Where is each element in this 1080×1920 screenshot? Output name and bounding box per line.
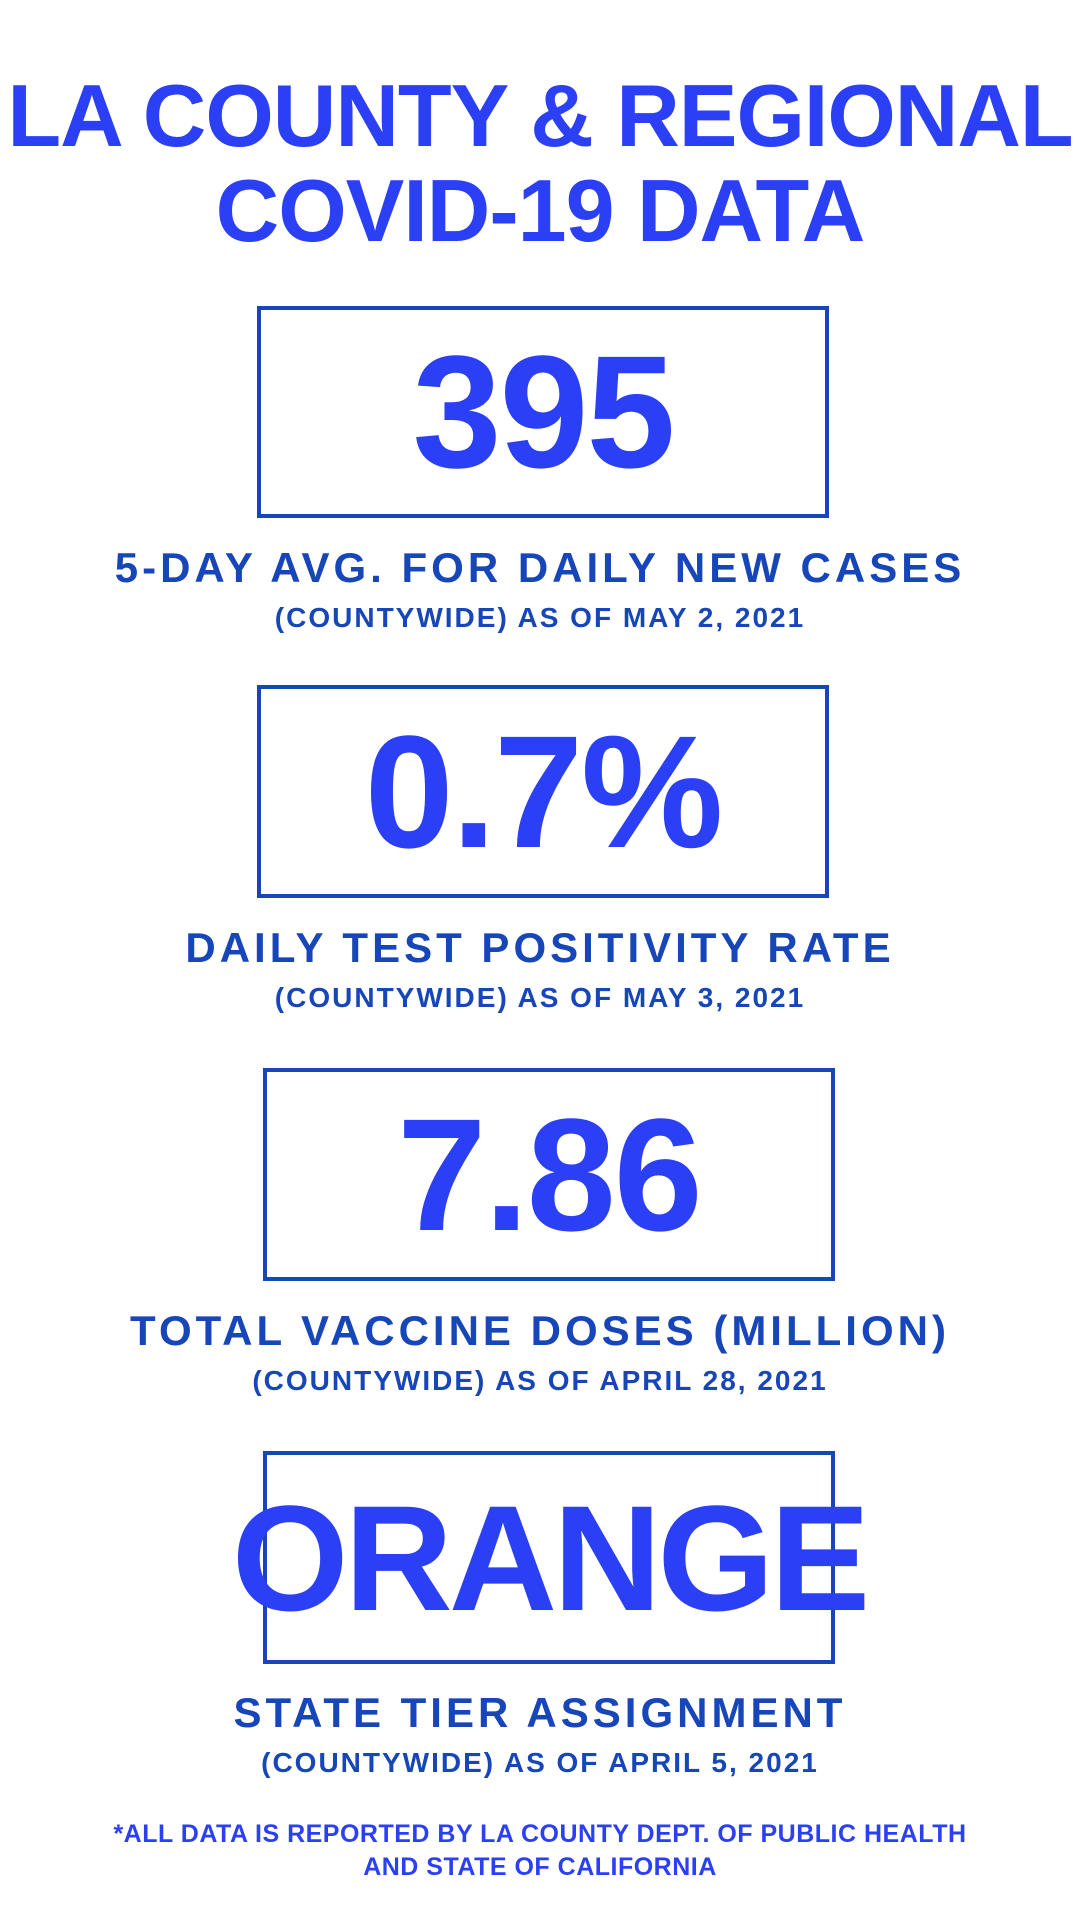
title-line-2: COVID-19 DATA xyxy=(215,161,866,260)
stat-label-state-tier: STATE TIER ASSIGNMENT xyxy=(233,1689,847,1736)
stat-value-positivity-rate: 0.7% xyxy=(364,701,724,881)
stat-label-vaccine-doses: TOTAL VACCINE DOSES (MILLION) xyxy=(130,1307,950,1354)
stat-date-vaccine-doses: (COUNTYWIDE) AS OF APRIL 28, 2021 xyxy=(252,1365,828,1396)
stat-label-positivity-rate: DAILY TEST POSITIVITY RATE xyxy=(185,924,895,971)
stat-value-state-tier: ORANGE xyxy=(231,1473,870,1642)
stat-box-state-tier: ORANGE xyxy=(232,1451,870,1664)
stat-label-new-cases: 5-DAY AVG. FOR DAILY NEW CASES xyxy=(114,544,966,591)
stat-value-vaccine-doses: 7.86 xyxy=(397,1084,702,1264)
footnote-line-1: *ALL DATA IS REPORTED BY LA COUNTY DEPT.… xyxy=(113,1820,967,1848)
footnote-line-2: AND STATE OF CALIFORNIA xyxy=(363,1853,717,1881)
stat-value-new-cases: 395 xyxy=(412,322,676,501)
stat-box-vaccine-doses: 7.86 xyxy=(263,1068,835,1281)
stat-box-positivity-rate: 0.7% xyxy=(257,685,829,898)
stat-date-state-tier: (COUNTYWIDE) AS OF APRIL 5, 2021 xyxy=(261,1747,819,1778)
stat-box-new-cases: 395 xyxy=(257,306,829,518)
title-line-1: LA COUNTY & REGIONAL xyxy=(7,66,1073,165)
stat-date-new-cases: (COUNTYWIDE) AS OF MAY 2, 2021 xyxy=(274,602,806,633)
stat-date-positivity-rate: (COUNTYWIDE) AS OF MAY 3, 2021 xyxy=(274,982,806,1013)
